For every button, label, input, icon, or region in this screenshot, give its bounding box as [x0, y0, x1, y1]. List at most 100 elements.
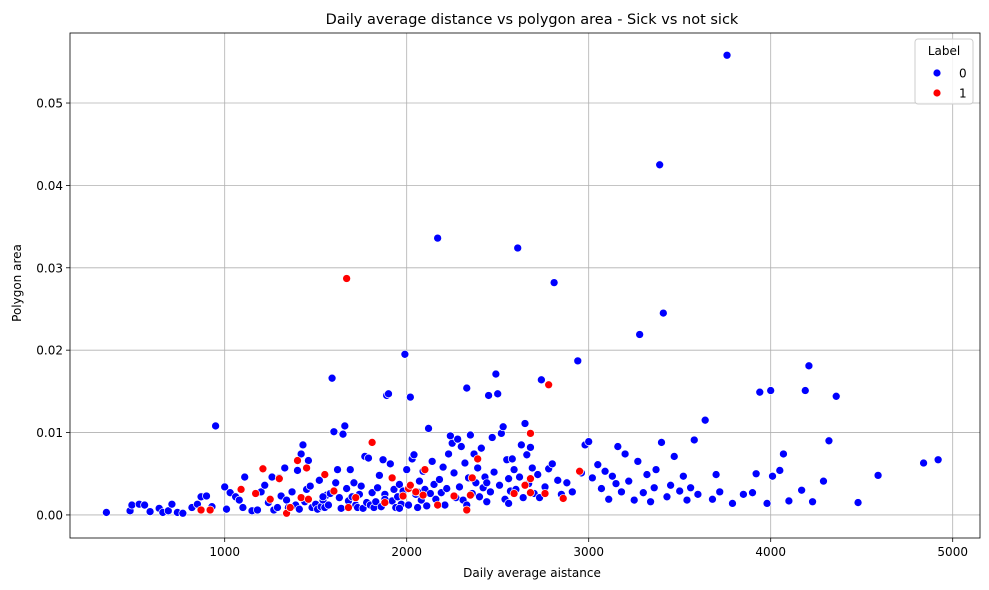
scatter-point-label-0	[708, 494, 717, 504]
scatter-point-label-1	[265, 494, 275, 504]
scatter-point-label-0	[768, 471, 777, 481]
x-tick-label: 2000	[391, 545, 422, 559]
scatter-point-label-1	[285, 503, 295, 512]
scatter-point-label-0	[739, 489, 748, 499]
scatter-point-label-0	[482, 497, 492, 507]
legend-marker-0	[932, 68, 942, 78]
scatter-point-label-0	[800, 386, 810, 395]
scatter-point-label-0	[715, 487, 725, 497]
scatter-point-label-0	[597, 484, 606, 493]
scatter-point-label-0	[513, 243, 523, 253]
scatter-point-label-0	[424, 424, 433, 433]
scatter-point-label-0	[526, 443, 535, 452]
scatter-point-label-0	[280, 463, 290, 473]
scatter-point-label-1	[344, 503, 353, 512]
scatter-point-label-0	[422, 501, 432, 511]
scatter-point-label-0	[415, 476, 424, 486]
scatter-point-label-0	[775, 466, 785, 475]
scatter-point-label-0	[657, 438, 666, 447]
scatter-point-label-1	[304, 494, 313, 504]
scatter-point-label-0	[296, 449, 306, 459]
scatter-point-label-0	[491, 369, 501, 379]
x-tick-label: 5000	[937, 545, 968, 559]
y-tick-label: 0.03	[36, 261, 63, 275]
legend-label-0: 0	[959, 67, 967, 81]
scatter-point-label-0	[507, 454, 517, 464]
scatter-point-label-0	[831, 391, 841, 401]
scatter-point-label-1	[575, 466, 584, 476]
scatter-point-label-0	[629, 495, 639, 505]
scatter-point-label-0	[433, 233, 442, 243]
scatter-point-label-0	[678, 471, 688, 481]
scatter-point-label-0	[475, 492, 484, 502]
scatter-point-label-0	[527, 463, 537, 473]
scatter-point-label-0	[682, 495, 692, 505]
scatter-point-label-0	[693, 489, 703, 499]
scatter-point-label-0	[342, 484, 351, 493]
scatter-point-label-0	[222, 504, 231, 514]
scatter-point-label-0	[145, 507, 155, 516]
scatter-point-label-0	[349, 478, 359, 488]
legend-label-1: 1	[959, 87, 967, 101]
scatter-point-label-0	[378, 455, 388, 465]
scatter-point-label-0	[762, 499, 772, 508]
scatter-point-label-0	[655, 160, 665, 170]
scatter-point-label-0	[573, 356, 583, 366]
scatter-point-label-0	[476, 443, 486, 453]
scatter-point-label-0	[722, 50, 732, 60]
scatter-point-label-0	[649, 483, 659, 493]
scatter-point-label-1	[449, 491, 459, 501]
scatter-point-label-0	[804, 361, 814, 371]
scatter-point-label-0	[533, 470, 543, 479]
scatter-point-label-0	[646, 497, 655, 507]
scatter-point-label-0	[404, 500, 413, 510]
scatter-point-label-0	[587, 473, 597, 483]
scatter-point-label-0	[446, 431, 455, 441]
y-tick-label: 0.04	[36, 179, 63, 193]
scatter-point-label-0	[455, 482, 464, 492]
scatter-point-label-0	[562, 478, 572, 488]
scatter-point-label-0	[547, 459, 557, 469]
scatter-point-label-1	[544, 380, 554, 390]
scatter-point-label-0	[460, 458, 470, 468]
scatter-point-label-0	[919, 458, 928, 468]
scatter-point-label-0	[442, 484, 452, 493]
legend: Label 0 1	[914, 38, 974, 105]
scatter-point-label-1	[320, 470, 330, 479]
scatter-point-label-0	[635, 330, 645, 339]
scatter-point-label-0	[593, 460, 603, 470]
scatter-point-label-0	[509, 465, 519, 474]
scatter-point-label-0	[873, 471, 883, 480]
scatter-point-label-0	[584, 437, 594, 446]
scatter-point-label-0	[669, 452, 679, 461]
scatter-point-label-0	[489, 467, 499, 477]
scatter-point-label-0	[484, 391, 493, 400]
scatter-point-label-0	[515, 472, 524, 482]
scatter-point-label-1	[418, 490, 428, 500]
scatter-point-label-0	[819, 476, 828, 486]
scatter-point-label-0	[686, 483, 695, 493]
scatter-point-label-0	[487, 433, 497, 442]
scatter-point-label-0	[766, 386, 776, 395]
scatter-point-label-0	[163, 506, 173, 516]
scatter-point-label-0	[689, 435, 699, 445]
scatter-point-label-0	[517, 440, 526, 450]
scatter-point-label-0	[409, 450, 419, 460]
scatter-point-label-0	[327, 373, 337, 383]
scatter-point-label-0	[617, 487, 626, 497]
scatter-point-label-0	[400, 349, 410, 359]
scatter-point-label-0	[466, 430, 475, 440]
y-axis-ticks: 0.00 0.01 0.02 0.03 0.04 0.05	[36, 97, 70, 522]
scatter-point-label-1	[329, 486, 339, 496]
scatter-point-label-0	[438, 462, 448, 472]
scatter-point-label-0	[651, 465, 661, 474]
scatter-point-label-0	[797, 485, 806, 495]
scatter-point-label-0	[364, 453, 373, 463]
scatter-point-label-0	[662, 492, 672, 502]
legend-title: Label	[928, 44, 960, 58]
scatter-point-label-0	[453, 434, 463, 444]
y-tick-label: 0.01	[36, 426, 63, 440]
scatter-point-label-0	[440, 500, 450, 510]
scatter-point-label-0	[395, 480, 404, 489]
